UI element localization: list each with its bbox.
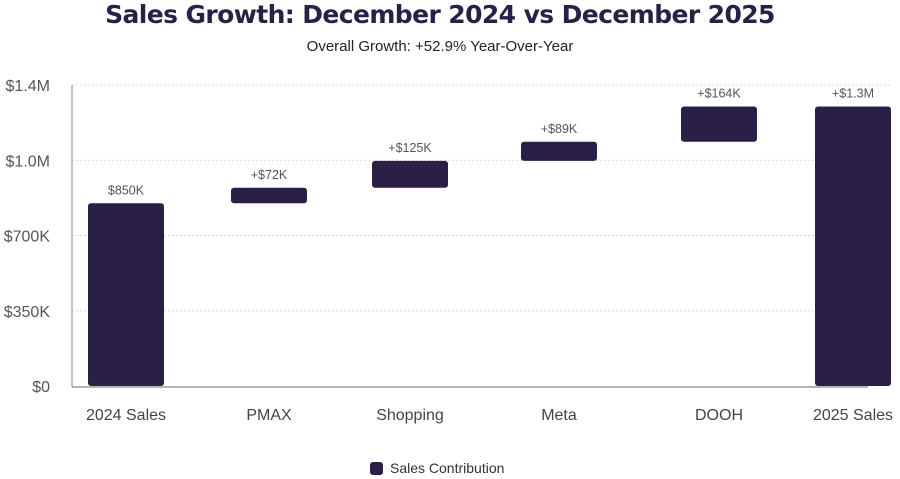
x-tick-label: PMAX	[246, 407, 292, 424]
bar-pmax	[231, 187, 307, 204]
bar-2025-sales	[815, 106, 891, 386]
y-tick-label: $1.0M	[6, 153, 50, 170]
legend-swatch	[370, 461, 383, 475]
x-tick-label: 2024 Sales	[86, 407, 166, 424]
x-tick-label: Meta	[541, 407, 577, 424]
bar-2024-sales	[88, 203, 164, 386]
bar-dooh	[681, 106, 757, 142]
data-label: $850K	[108, 183, 145, 197]
bars	[88, 106, 891, 386]
chart-title: Sales Growth: December 2024 vs December …	[105, 0, 775, 29]
bar-meta	[521, 141, 597, 161]
chart-subtitle: Overall Growth: +52.9% Year-Over-Year	[306, 38, 574, 55]
data-label: +$1.3M	[832, 87, 874, 101]
y-axis-ticks: $0 $350K $700K $1.0M $1.4M	[4, 78, 51, 396]
data-label: +$164K	[697, 87, 741, 101]
y-tick-label: $1.4M	[6, 78, 50, 95]
legend[interactable]: Sales Contribution	[370, 460, 504, 476]
y-tick-label: $350K	[4, 304, 51, 321]
data-label: +$89K	[541, 122, 578, 136]
data-label: +$125K	[388, 141, 432, 155]
x-tick-label: 2025 Sales	[813, 407, 893, 424]
data-labels: $850K +$72K +$125K +$89K +$164K +$1.3M	[108, 87, 874, 198]
x-tick-label: DOOH	[695, 407, 743, 424]
gridlines	[72, 84, 892, 312]
x-axis-labels: 2024 Sales PMAX Shopping Meta DOOH 2025 Sales	[86, 407, 893, 424]
data-label: +$72K	[251, 168, 288, 182]
x-tick-label: Shopping	[376, 407, 444, 424]
y-tick-label: $700K	[4, 229, 51, 246]
axes	[71, 85, 868, 388]
bar-shopping	[372, 160, 448, 188]
y-tick-label: $0	[32, 379, 50, 396]
legend-label: Sales Contribution	[390, 460, 505, 476]
